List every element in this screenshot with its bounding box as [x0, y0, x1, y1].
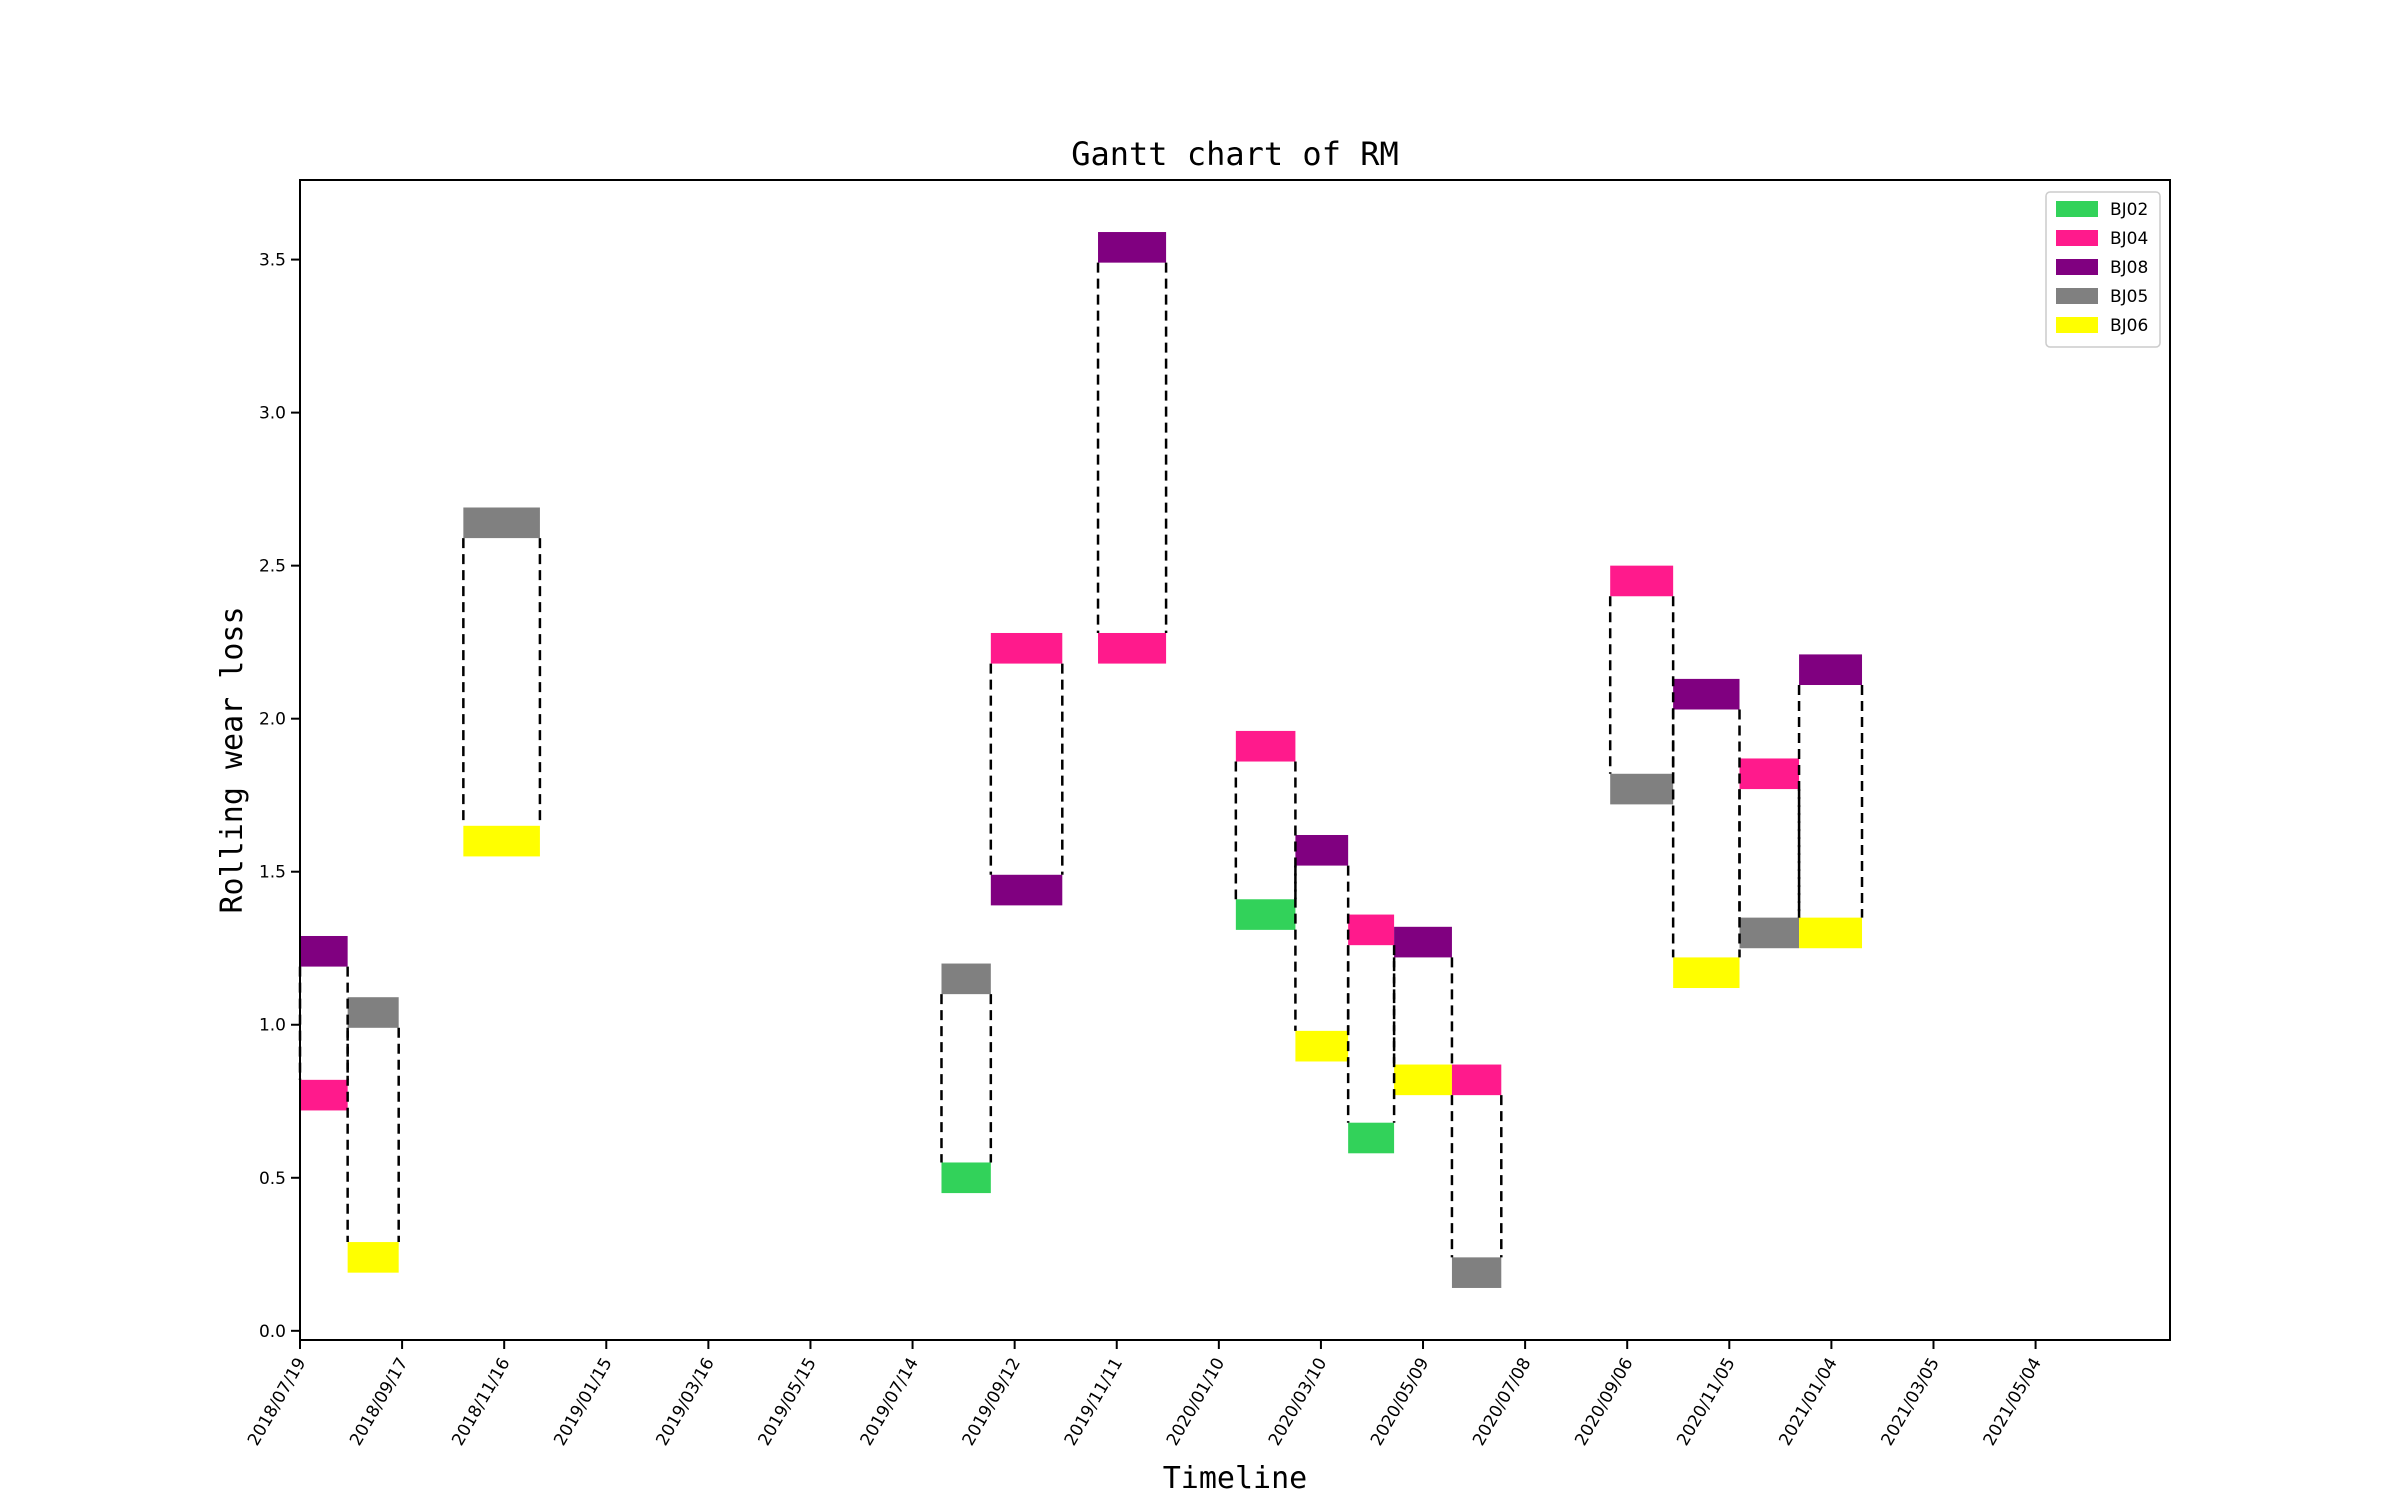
y-axis: 0.0 0.5 1.0 1.5 2.0 2.5 3.0 3.5 — [259, 251, 300, 1342]
y-tick-label: 0.0 — [259, 1322, 286, 1342]
y-tick-label: 3.5 — [259, 251, 286, 271]
legend-label-bj08: BJ08 — [2110, 258, 2148, 278]
bar-bj06 — [1394, 1064, 1452, 1096]
bar-bj08 — [300, 935, 348, 967]
legend-swatch-bj08 — [2056, 259, 2098, 275]
bar-bj04 — [1348, 914, 1395, 946]
bar-bj04 — [300, 1079, 348, 1111]
y-tick-label: 3.0 — [259, 404, 286, 424]
y-axis-label: Rolling wear loss — [215, 606, 250, 913]
chart-title: Gantt chart of RM — [1071, 135, 1399, 173]
x-axis-label: Timeline — [1163, 1461, 1308, 1496]
bars-layer — [300, 232, 1863, 1288]
bar-bj08 — [990, 874, 1063, 906]
bar-bj08 — [1394, 926, 1452, 958]
bar-bj04 — [1451, 1064, 1502, 1096]
bar-bj06 — [347, 1242, 399, 1273]
bar-bj06 — [1799, 917, 1863, 949]
legend-swatch-bj02 — [2056, 201, 2098, 217]
bar-bj02 — [941, 1162, 991, 1194]
legend-swatch-bj05 — [2056, 288, 2098, 304]
bar-bj08 — [1295, 834, 1349, 866]
bar-bj08 — [1673, 678, 1740, 710]
bar-bj05 — [1739, 917, 1800, 949]
bar-bj05 — [1451, 1257, 1502, 1288]
bar-bj05 — [347, 997, 399, 1028]
bar-bj05 — [941, 963, 991, 995]
legend: BJ02 BJ04 BJ08 BJ05 BJ06 — [2045, 191, 2161, 348]
bar-bj05 — [463, 507, 540, 539]
legend-label-bj05: BJ05 — [2110, 287, 2148, 307]
bar-bj04 — [1098, 632, 1167, 664]
y-tick-label: 0.5 — [259, 1169, 286, 1189]
bar-bj08 — [1098, 232, 1167, 263]
bar-bj05 — [1610, 773, 1674, 805]
legend-label-bj06: BJ06 — [2110, 316, 2148, 336]
bar-bj06 — [1673, 957, 1740, 989]
legend-swatch-bj06 — [2056, 317, 2098, 333]
y-tick-label: 1.0 — [259, 1016, 286, 1036]
bar-bj04 — [1235, 730, 1296, 762]
bar-bj04 — [1739, 758, 1800, 790]
plot-frame — [299, 179, 2171, 1341]
legend-swatch-bj04 — [2056, 230, 2098, 246]
y-tick-label: 1.5 — [259, 863, 286, 883]
y-tick-label: 2.0 — [259, 710, 286, 730]
connectors-layer — [298, 262, 1864, 1258]
bar-bj02 — [1235, 899, 1296, 930]
bar-bj06 — [1295, 1030, 1349, 1062]
legend-label-bj04: BJ04 — [2110, 229, 2148, 249]
bar-bj06 — [463, 825, 540, 857]
bar-bj02 — [1348, 1122, 1395, 1154]
bar-bj04 — [1610, 565, 1674, 597]
bar-bj04 — [990, 632, 1063, 664]
y-tick-label: 2.5 — [259, 557, 286, 577]
bar-bj08 — [1799, 654, 1863, 686]
legend-label-bj02: BJ02 — [2110, 200, 2148, 220]
